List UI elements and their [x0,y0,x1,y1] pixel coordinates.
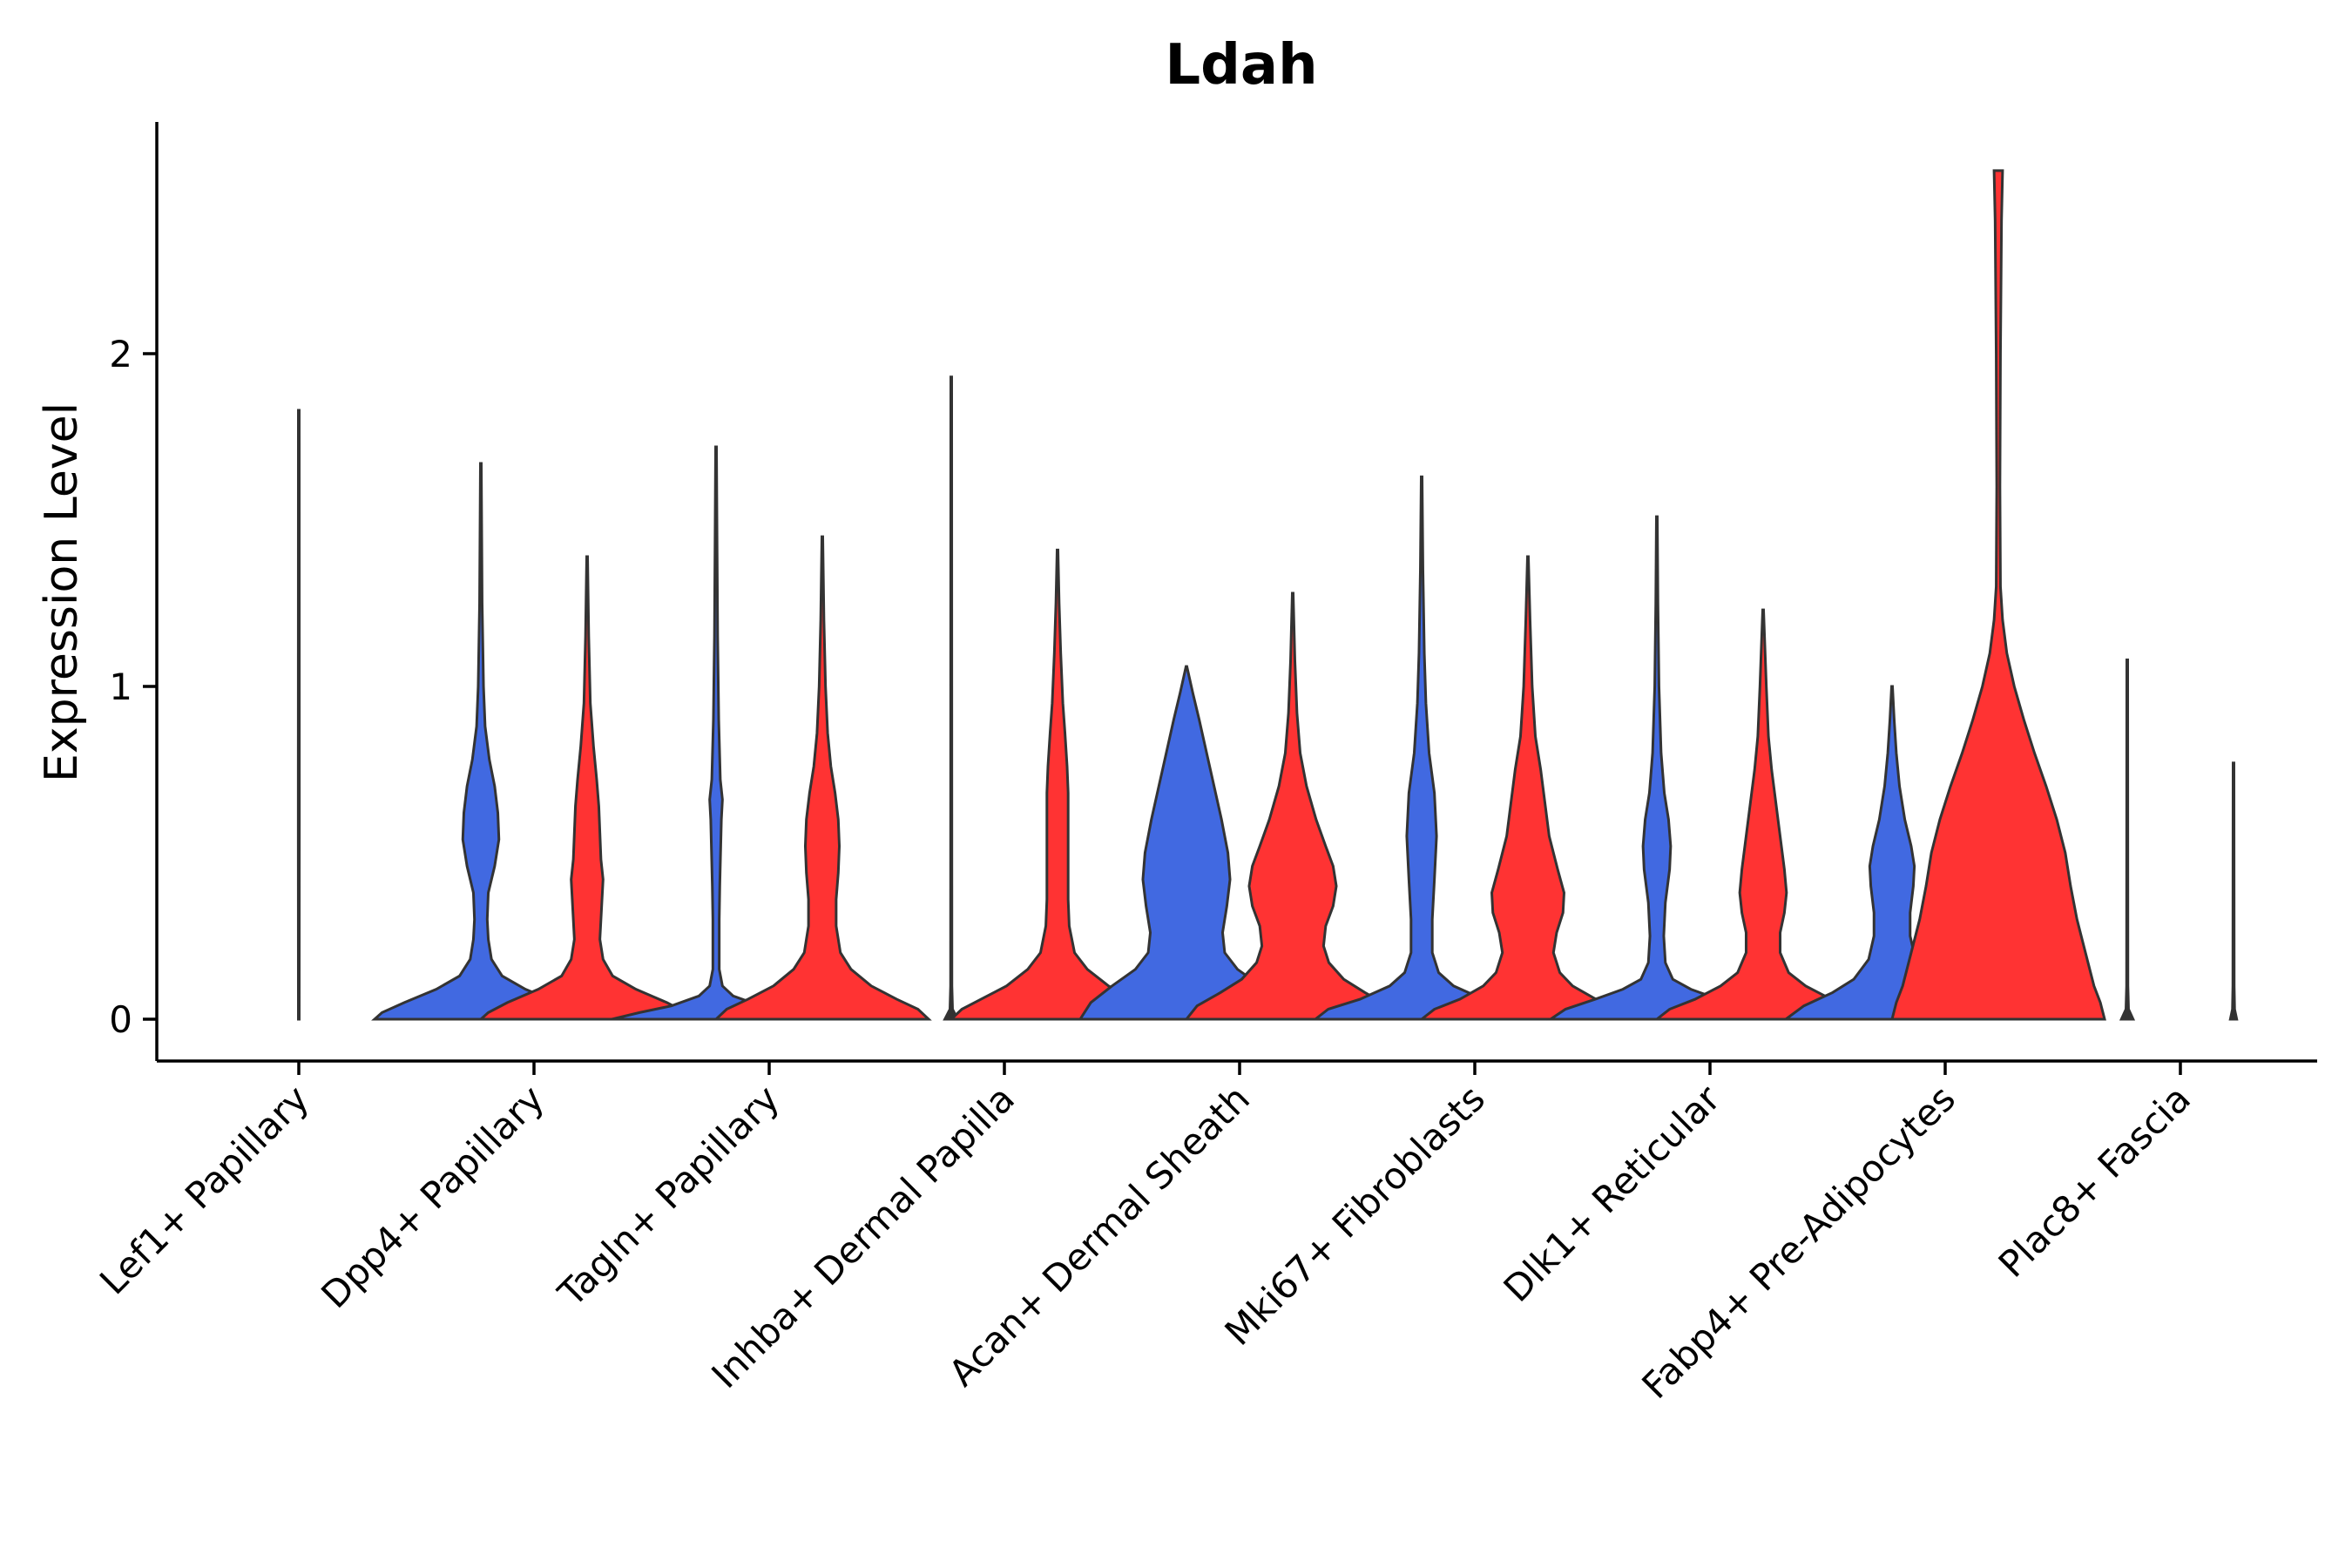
x-tick-label-6: Mki67+ Fibroblasts [1217,1077,1493,1353]
chart-title: Ldah [1165,33,1317,98]
violin-red-4 [948,548,1167,1021]
violin-red-6 [1417,555,1639,1021]
violin-blue-8 [1781,685,2003,1021]
violin-red-3 [713,535,932,1021]
x-tick-label-2: Dpp4+ Papillary [313,1077,552,1316]
y-tick-label-1: 1 [109,666,132,708]
violin-red-7 [1652,608,1874,1021]
x-tick-label-1: Lef1+ Papillary [91,1077,317,1302]
violin-blue-7 [1546,515,1767,1021]
violin-blue-2 [371,462,591,1021]
violin-blue-5 [1078,665,1295,1021]
violins-group [296,169,2239,1021]
x-tick-label-7: Dlk1+ Reticular [1496,1077,1729,1310]
violin-blue-3 [612,445,821,1021]
y-tick-label-2: 2 [109,333,132,375]
violin-blue-6 [1311,475,1532,1021]
violin-red-8 [1890,169,2106,1021]
x-tick-label-9: Plac8+ Fascia [1990,1077,2199,1285]
y-tick-label-0: 0 [109,998,132,1041]
y-axis-label: Expression Level [36,402,88,782]
violin-red-5 [1183,591,1402,1021]
violin-red-2 [477,555,697,1021]
x-tick-label-3: Tagln+ Papillary [550,1077,787,1315]
